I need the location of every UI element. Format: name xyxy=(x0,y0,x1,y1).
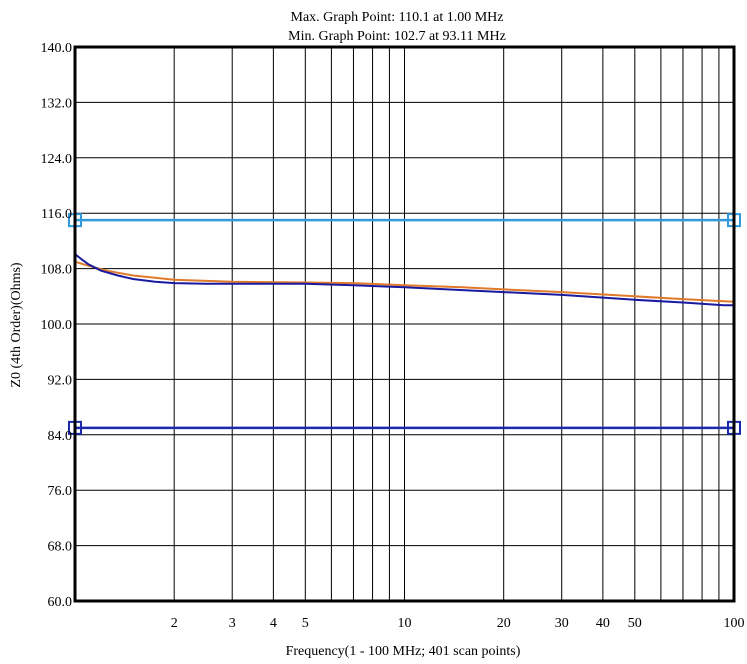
y-tick-label: 60.0 xyxy=(48,595,73,610)
x-tick-label: 50 xyxy=(628,616,642,631)
y-tick-label: 116.0 xyxy=(41,207,72,222)
y-tick-label: 92.0 xyxy=(48,373,73,388)
y-axis-label: Z0 (4th Order)(Ohms) xyxy=(9,262,24,388)
x-tick-label: 40 xyxy=(596,616,610,631)
x-tick-label: 100 xyxy=(724,616,745,631)
x-tick-label: 2 xyxy=(171,616,178,631)
y-tick-labels: 60.0 68.0 76.0 84.0 92.0 100.0 108.0 116.0 124.0… xyxy=(41,41,73,610)
y-tick-label: 76.0 xyxy=(48,484,73,499)
data-series xyxy=(74,253,735,307)
x-axis-label: Frequency(1 - 100 MHz; 401 scan points) xyxy=(286,644,521,659)
y-tick-label: 124.0 xyxy=(41,152,73,167)
y-tick-label: 100.0 xyxy=(41,318,73,333)
y-tick-label: 108.0 xyxy=(41,263,73,278)
x-tick-label: 3 xyxy=(229,616,236,631)
x-tick-label: 30 xyxy=(555,616,569,631)
y-tick-label: 140.0 xyxy=(41,41,73,56)
series-line xyxy=(74,260,735,303)
x-tick-label: 20 xyxy=(497,616,511,631)
x-tick-label: 10 xyxy=(398,616,412,631)
y-tick-label: 68.0 xyxy=(48,540,73,555)
grid-lines xyxy=(75,47,734,601)
y-tick-label: 132.0 xyxy=(41,96,73,111)
y-tick-label: 84.0 xyxy=(48,429,73,444)
x-tick-label: 4 xyxy=(270,616,277,631)
chart-title-max: Max. Graph Point: 110.1 at 1.00 MHz xyxy=(291,10,504,25)
x-tick-label: 5 xyxy=(302,616,309,631)
series-line xyxy=(74,253,734,307)
x-tick-labels: 2 3 4 5 10 20 30 40 50 100 xyxy=(171,616,745,631)
plot-frame xyxy=(73,45,736,603)
chart-title-min: Min. Graph Point: 102.7 at 93.11 MHz xyxy=(288,29,506,44)
